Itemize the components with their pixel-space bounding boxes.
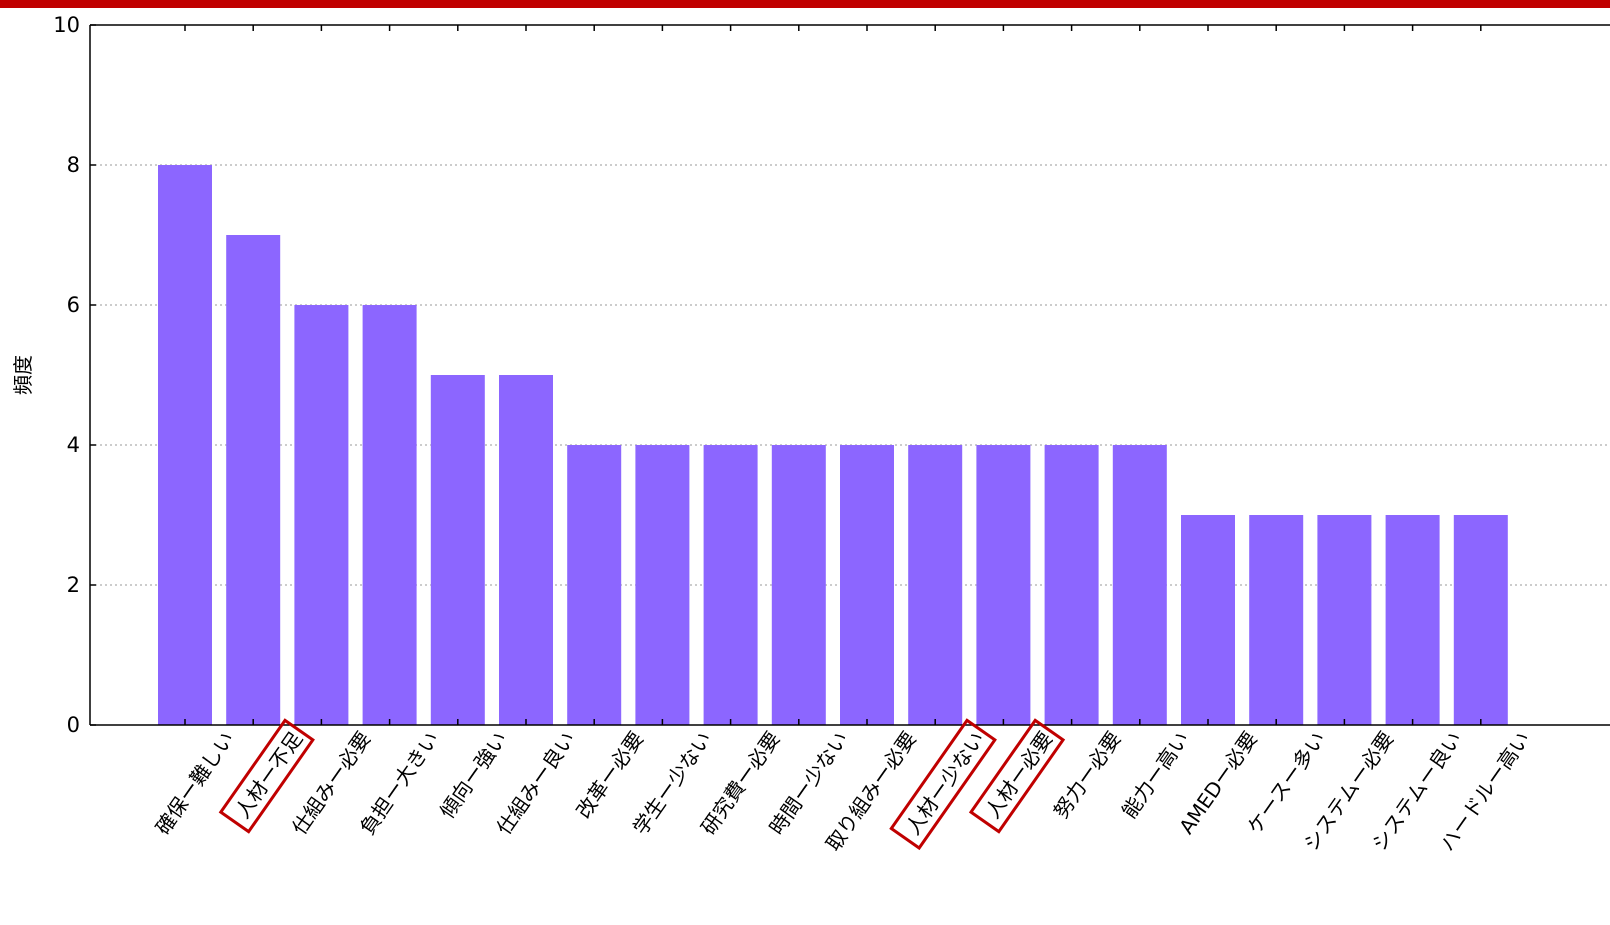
- bar: [1385, 515, 1440, 725]
- bar: [1044, 445, 1099, 725]
- x-category-label: 能力ー高い: [1117, 727, 1194, 823]
- bar: [430, 375, 485, 725]
- bar: [703, 445, 758, 725]
- y-tick-label: 0: [67, 713, 80, 737]
- bar: [1112, 445, 1167, 725]
- bar: [635, 445, 690, 725]
- bar: [1317, 515, 1372, 725]
- bar: [499, 375, 553, 725]
- bar: [158, 165, 212, 725]
- bar: [362, 305, 417, 725]
- bar: [771, 445, 826, 725]
- axes: [89, 24, 1610, 726]
- y-tick-label: 2: [67, 573, 80, 597]
- highlight-box: [889, 718, 997, 851]
- y-tick-label: 6: [67, 293, 80, 317]
- y-tick-labels: 0 2 4 6 8 10: [53, 13, 80, 737]
- highlight-box: [218, 718, 315, 834]
- x-category-label: 傾向ー強い: [435, 727, 512, 823]
- top-accent-bar: [0, 0, 1610, 8]
- x-category-labels: 確保ー難しい人材ー不足仕組みー必要負担ー大きい傾向ー強い仕組みー良い改革ー必要学…: [151, 727, 1535, 855]
- bar: [1181, 515, 1235, 725]
- bar: [226, 235, 281, 725]
- bar: [567, 445, 622, 725]
- x-category-label: 改革ー必要: [571, 727, 648, 823]
- bar: [1453, 515, 1508, 725]
- y-tick-label: 8: [67, 153, 80, 177]
- bar: [1249, 515, 1304, 725]
- x-category-label: 確保ー難しい: [151, 727, 239, 839]
- highlight-box: [968, 718, 1066, 834]
- bars: [158, 165, 1508, 725]
- highlight-boxes: [218, 718, 1066, 851]
- bar: [976, 445, 1031, 725]
- y-tick-label: 4: [67, 433, 80, 457]
- y-tick-label: 10: [53, 13, 80, 37]
- bar: [840, 445, 894, 725]
- bar: [908, 445, 963, 725]
- bar: [294, 305, 349, 725]
- y-axis-label: 頻度: [11, 355, 35, 395]
